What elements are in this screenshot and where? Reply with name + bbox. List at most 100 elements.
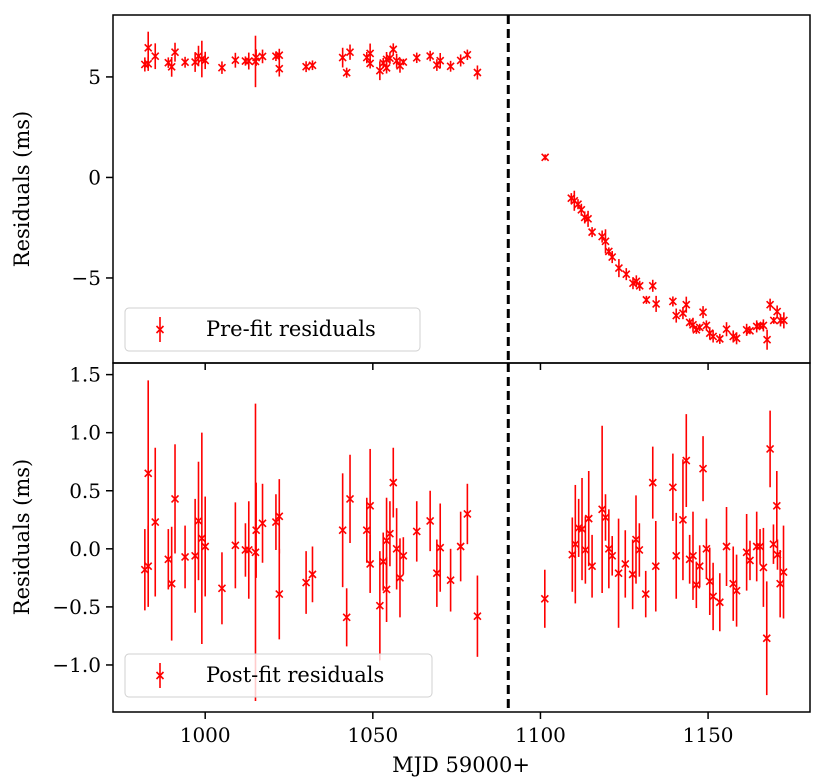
data-point <box>588 228 597 237</box>
data-point <box>601 513 610 522</box>
data-point <box>682 456 691 465</box>
data-point <box>275 51 284 60</box>
data-point <box>692 580 701 589</box>
data-point <box>766 444 775 454</box>
data-point <box>776 316 785 325</box>
post-fit-panel: 1.5 1.0 0.5 0.0 −0.5 −1.0 1000 1050 1100 1150 Post… <box>52 362 811 747</box>
data-point <box>695 323 704 332</box>
data-point <box>275 512 284 521</box>
data-point <box>695 562 704 571</box>
data-point <box>473 612 482 621</box>
data-point <box>648 281 657 290</box>
data-point <box>588 562 597 571</box>
bottom-y-axis-label: Residuals (ms) <box>10 459 34 615</box>
data-point <box>456 542 465 551</box>
data-point <box>581 545 590 555</box>
data-point <box>385 54 394 63</box>
data-point <box>745 556 755 565</box>
data-point <box>729 579 738 588</box>
data-point <box>382 536 391 545</box>
data-point <box>446 62 455 71</box>
data-point <box>773 307 782 316</box>
legend-label: Post-fit residuals <box>206 663 384 687</box>
data-point <box>385 529 394 538</box>
legend-label: Pre-fit residuals <box>206 317 376 341</box>
data-point <box>144 469 153 478</box>
data-point <box>648 478 657 487</box>
data-point <box>766 300 775 309</box>
data-point <box>463 50 472 59</box>
y-tick-label: 0.0 <box>69 537 101 561</box>
data-point <box>197 534 206 543</box>
data-point <box>769 316 778 325</box>
data-point <box>167 579 176 588</box>
data-point <box>604 544 613 553</box>
data-point <box>621 559 630 568</box>
data-point <box>668 483 677 492</box>
data-point <box>571 540 580 549</box>
data-point <box>389 478 398 487</box>
legend: Pre-fit residuals <box>124 307 421 352</box>
x-axis-label: MJD 59000+ <box>392 753 530 777</box>
y-tick-label: 0.5 <box>69 479 101 503</box>
y-tick-label: 1.5 <box>69 363 101 387</box>
data-point <box>642 295 651 304</box>
data-point <box>456 56 465 65</box>
y-tick-label: −5 <box>72 266 101 290</box>
data-point <box>715 598 724 607</box>
data-point <box>682 300 691 309</box>
data-point <box>308 61 317 70</box>
data-point <box>688 551 698 560</box>
data-point <box>759 563 768 572</box>
data-point <box>366 501 375 510</box>
data-point <box>688 320 698 329</box>
data-point <box>436 56 445 65</box>
data-point <box>201 542 210 551</box>
data-point <box>473 68 482 77</box>
data-point <box>231 56 240 65</box>
data-point <box>601 237 610 246</box>
data-point <box>573 200 583 209</box>
data-point <box>366 49 375 58</box>
data-point <box>622 270 631 279</box>
data-point <box>382 63 391 72</box>
data-point <box>412 53 421 62</box>
data-point <box>631 535 641 544</box>
data-point <box>614 569 623 578</box>
top-y-axis-label: Residuals (ms) <box>10 111 34 267</box>
data-point <box>151 518 160 527</box>
data-point <box>362 526 371 535</box>
data-point <box>338 53 347 62</box>
data-point <box>366 59 375 68</box>
data-point <box>577 525 587 534</box>
data-point <box>540 594 549 603</box>
data-point <box>651 562 660 571</box>
data-point <box>436 543 445 552</box>
data-point <box>258 52 267 61</box>
data-point <box>241 56 250 66</box>
data-point <box>446 576 455 585</box>
data-point <box>375 601 384 610</box>
data-point <box>338 526 347 535</box>
data-point <box>584 514 593 523</box>
data-point <box>399 57 408 67</box>
data-point <box>392 56 401 65</box>
data-point <box>144 59 153 68</box>
data-point <box>463 509 472 519</box>
data-point <box>366 559 375 568</box>
data-point <box>772 501 781 510</box>
data-point <box>252 526 261 535</box>
data-point <box>217 63 227 72</box>
data-point <box>392 544 401 553</box>
data-point <box>308 570 317 579</box>
data-point <box>608 252 617 262</box>
data-point <box>705 577 714 586</box>
legend-marker <box>155 325 165 334</box>
legend-box <box>124 307 421 352</box>
data-point <box>167 62 176 71</box>
data-point <box>763 335 772 344</box>
data-point <box>759 321 768 330</box>
data-point <box>628 570 637 579</box>
x-tick-label: 1050 <box>347 723 398 747</box>
data-point <box>144 43 153 52</box>
